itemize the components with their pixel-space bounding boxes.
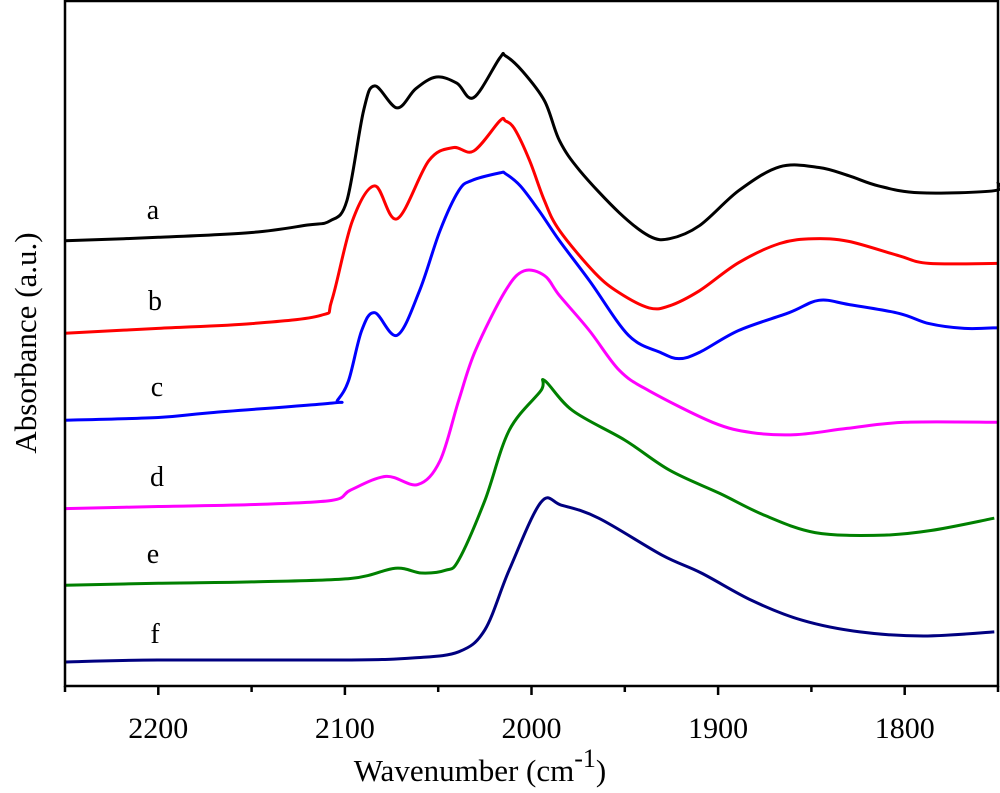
x-tick-label: 2200: [128, 712, 188, 745]
series-line-a: [64, 51, 1000, 243]
series-label-f: f: [150, 619, 160, 650]
series-line-d: [64, 268, 999, 511]
series-label-b: b: [148, 286, 162, 317]
x-axis-label-superscript: -1: [574, 744, 596, 773]
series-labels: a b c d e f: [147, 195, 164, 650]
x-axis-label: Wavenumber (cm-1): [354, 744, 606, 788]
x-tick-label: 1800: [875, 712, 935, 745]
x-tick-label: 2000: [502, 712, 562, 745]
series-line-c: [64, 170, 999, 422]
y-axis-label: Absorbance (a.u.): [8, 232, 43, 453]
series-line-b: [64, 116, 999, 335]
x-axis-label-suffix: ): [596, 753, 606, 788]
series-label-d: d: [150, 462, 164, 493]
series-label-a: a: [147, 195, 160, 226]
x-axis-ticks: 2200 2100 2000 1900 1800: [63, 686, 1000, 745]
series-label-c: c: [151, 372, 163, 403]
x-axis-label-main: Wavenumber (cm: [354, 753, 574, 788]
x-tick-label: 1900: [688, 712, 748, 745]
series-label-e: e: [147, 539, 159, 570]
series-line-e: [64, 378, 995, 587]
x-tick-label: 2100: [315, 712, 375, 745]
series-group: [64, 51, 1000, 664]
series-line-f: [64, 496, 995, 664]
